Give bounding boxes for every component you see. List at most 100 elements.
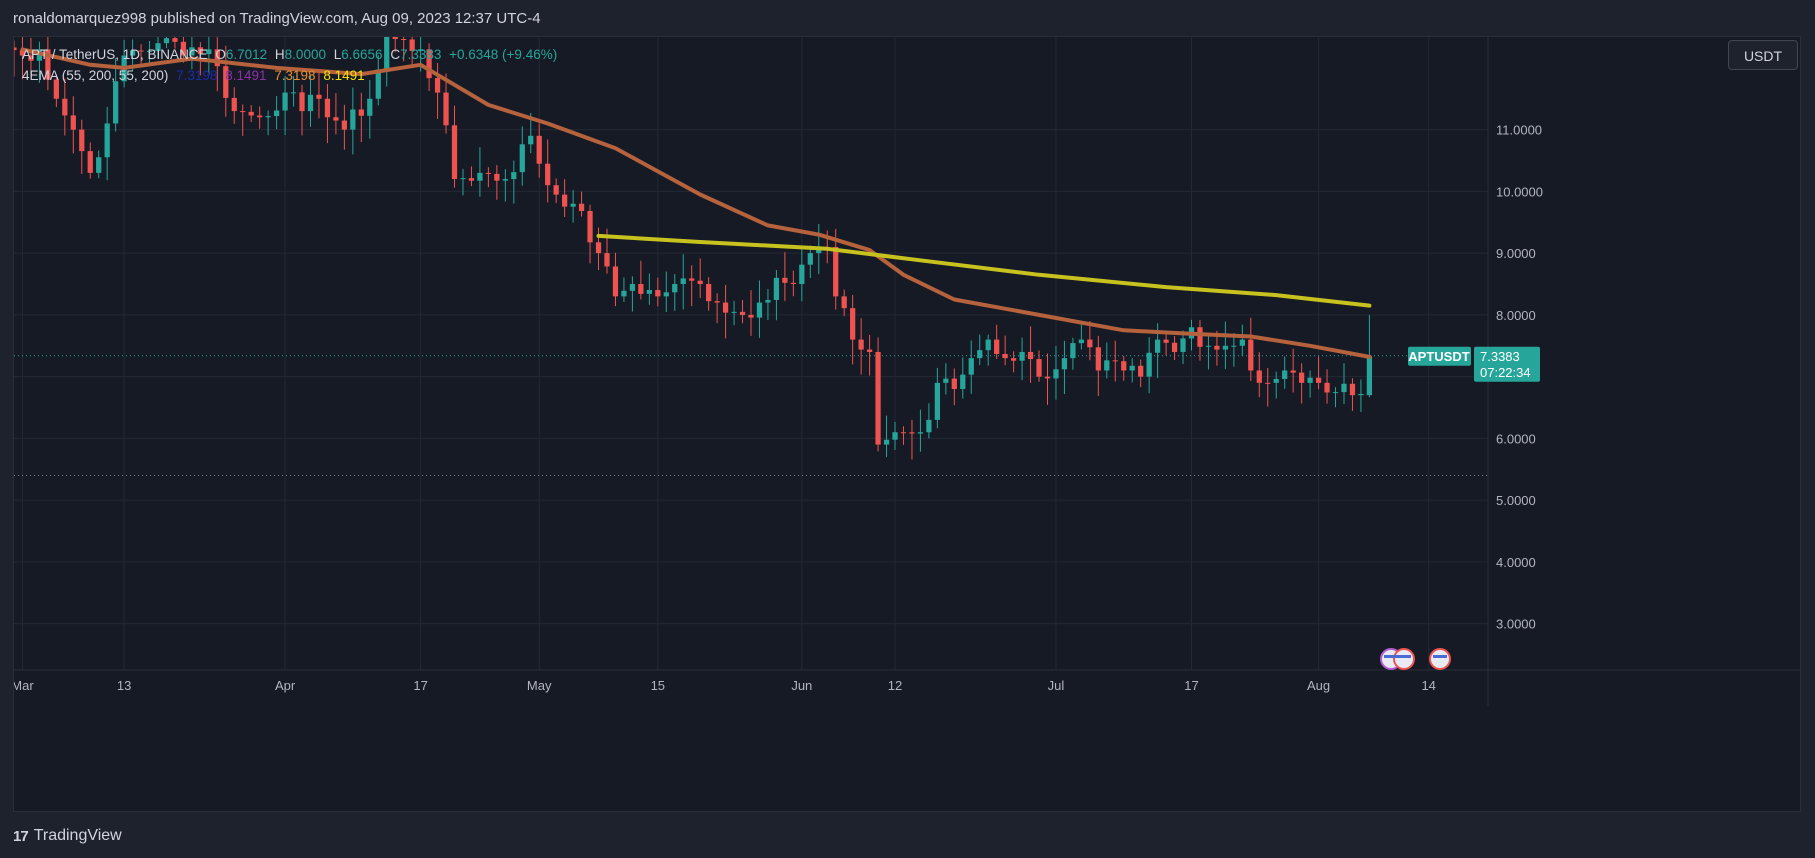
- candle-body: [1214, 345, 1220, 350]
- candle-body: [926, 419, 932, 433]
- candle-body: [1307, 377, 1313, 383]
- event-marker-icon[interactable]: [1429, 648, 1451, 670]
- candle-body: [858, 339, 864, 350]
- candle-body: [1078, 339, 1085, 344]
- symbol-tag-label: APTUSDT: [1408, 349, 1469, 364]
- candle-body: [1349, 383, 1356, 396]
- candle-body: [1129, 365, 1135, 371]
- tradingview-logo-icon[interactable]: 17: [13, 827, 29, 845]
- candle-body: [562, 194, 568, 207]
- candle-body: [62, 98, 68, 116]
- event-marker-icon[interactable]: [1393, 648, 1415, 670]
- candle-body: [1112, 360, 1118, 362]
- candle-body: [748, 314, 754, 318]
- candle-body: [129, 50, 136, 56]
- chart-legend: APT / TetherUS, 1D, BINANCE O6.7012 H8.0…: [22, 44, 557, 86]
- candle-body: [1248, 339, 1254, 371]
- candle-body: [1332, 392, 1339, 394]
- candle-body: [680, 278, 686, 285]
- candle-body: [1010, 358, 1017, 361]
- high-value: 8.0000: [284, 47, 326, 62]
- ema-lines: [20, 47, 1372, 359]
- brand-label[interactable]: TradingView: [33, 827, 122, 844]
- candle-body: [689, 278, 695, 281]
- candle-body: [14, 47, 17, 51]
- candle-body: [883, 439, 890, 445]
- candle-body: [663, 292, 669, 297]
- candle-body: [240, 111, 246, 113]
- event-markers[interactable]: [1380, 648, 1451, 670]
- candle-body: [985, 339, 991, 351]
- candle-body: [1121, 361, 1127, 371]
- x-tick-label: 14: [1421, 678, 1435, 693]
- candle-body: [138, 50, 144, 52]
- candle-body: [536, 135, 542, 164]
- candle-body: [587, 210, 593, 243]
- candle-body: [1070, 343, 1076, 359]
- price-tag-value: 7.3383: [1480, 349, 1520, 364]
- x-tick-label: Apr: [275, 678, 296, 693]
- x-tick-label: Jun: [791, 678, 812, 693]
- candle-body: [28, 55, 34, 61]
- candle-body: [1197, 327, 1203, 347]
- candle-body: [638, 284, 644, 294]
- candle-body: [96, 157, 102, 173]
- candle-body: [104, 123, 110, 158]
- candle-body: [553, 185, 559, 195]
- candle-body: [578, 203, 585, 211]
- candle-body: [299, 92, 305, 112]
- x-tick-label: Aug: [1307, 678, 1330, 693]
- candle-body: [434, 78, 441, 93]
- time-axis: Mar 13 Apr 17 May 15 Jun 12 Jul 17 Aug 14: [14, 669, 1800, 693]
- candle-body: [468, 178, 475, 181]
- candle-body: [307, 94, 314, 112]
- y-tick-label: 4.0000: [1496, 555, 1536, 570]
- flag-stripes-icon: [1397, 655, 1411, 658]
- candle-body: [1239, 339, 1245, 346]
- currency-button[interactable]: USDT: [1728, 40, 1798, 70]
- candlesticks: [14, 37, 1373, 460]
- x-tick-label: 17: [413, 678, 427, 693]
- candle-body: [146, 50, 153, 52]
- x-tick-label: May: [527, 678, 552, 693]
- candle-body: [316, 94, 322, 99]
- candle-body: [401, 39, 407, 41]
- candle-body: [79, 129, 85, 152]
- candle-body: [1171, 342, 1178, 352]
- x-tick-label: Mar: [14, 678, 34, 693]
- candle-body: [341, 120, 348, 130]
- ema-line: [596, 233, 1372, 308]
- y-tick-label: 9.0000: [1496, 246, 1536, 261]
- candle-body: [782, 277, 788, 283]
- candle-body: [70, 115, 76, 130]
- y-tick-label: 11.0000: [1496, 123, 1542, 138]
- candle-body: [739, 311, 746, 315]
- candle-body: [1036, 359, 1042, 377]
- candle-body: [451, 125, 458, 180]
- flag-stripes-icon: [1384, 655, 1398, 658]
- ema-value-2: 8.1491: [225, 68, 267, 83]
- candle-body: [1027, 351, 1034, 360]
- symbol-label[interactable]: APT / TetherUS, 1D, BINANCE: [22, 47, 208, 62]
- price-chart[interactable]: 3.00004.00005.00006.00007.00008.00009.00…: [14, 37, 1800, 811]
- candle-body: [53, 79, 59, 99]
- candle-body: [1104, 360, 1110, 371]
- candle-body: [646, 290, 652, 294]
- candle-body: [934, 382, 940, 420]
- candle-body: [773, 277, 780, 300]
- candle-body: [223, 66, 229, 98]
- high-label: H: [274, 47, 285, 62]
- candle-body: [1154, 339, 1161, 353]
- footer: 17 TradingView: [13, 818, 122, 854]
- low-label: L: [333, 47, 342, 62]
- symbol-tag-bg: [1408, 346, 1471, 366]
- candle-body: [443, 92, 449, 126]
- candle-body: [384, 37, 390, 70]
- candle-body: [197, 47, 203, 55]
- ema-value-3: 7.3198: [274, 68, 316, 83]
- candle-body: [519, 144, 525, 173]
- x-tick-label: 12: [888, 678, 902, 693]
- candle-body: [1019, 351, 1025, 361]
- chart-frame[interactable]: 3.00004.00005.00006.00007.00008.00009.00…: [13, 36, 1801, 812]
- indicator-label[interactable]: 4EMA (55, 200, 55, 200): [22, 68, 169, 83]
